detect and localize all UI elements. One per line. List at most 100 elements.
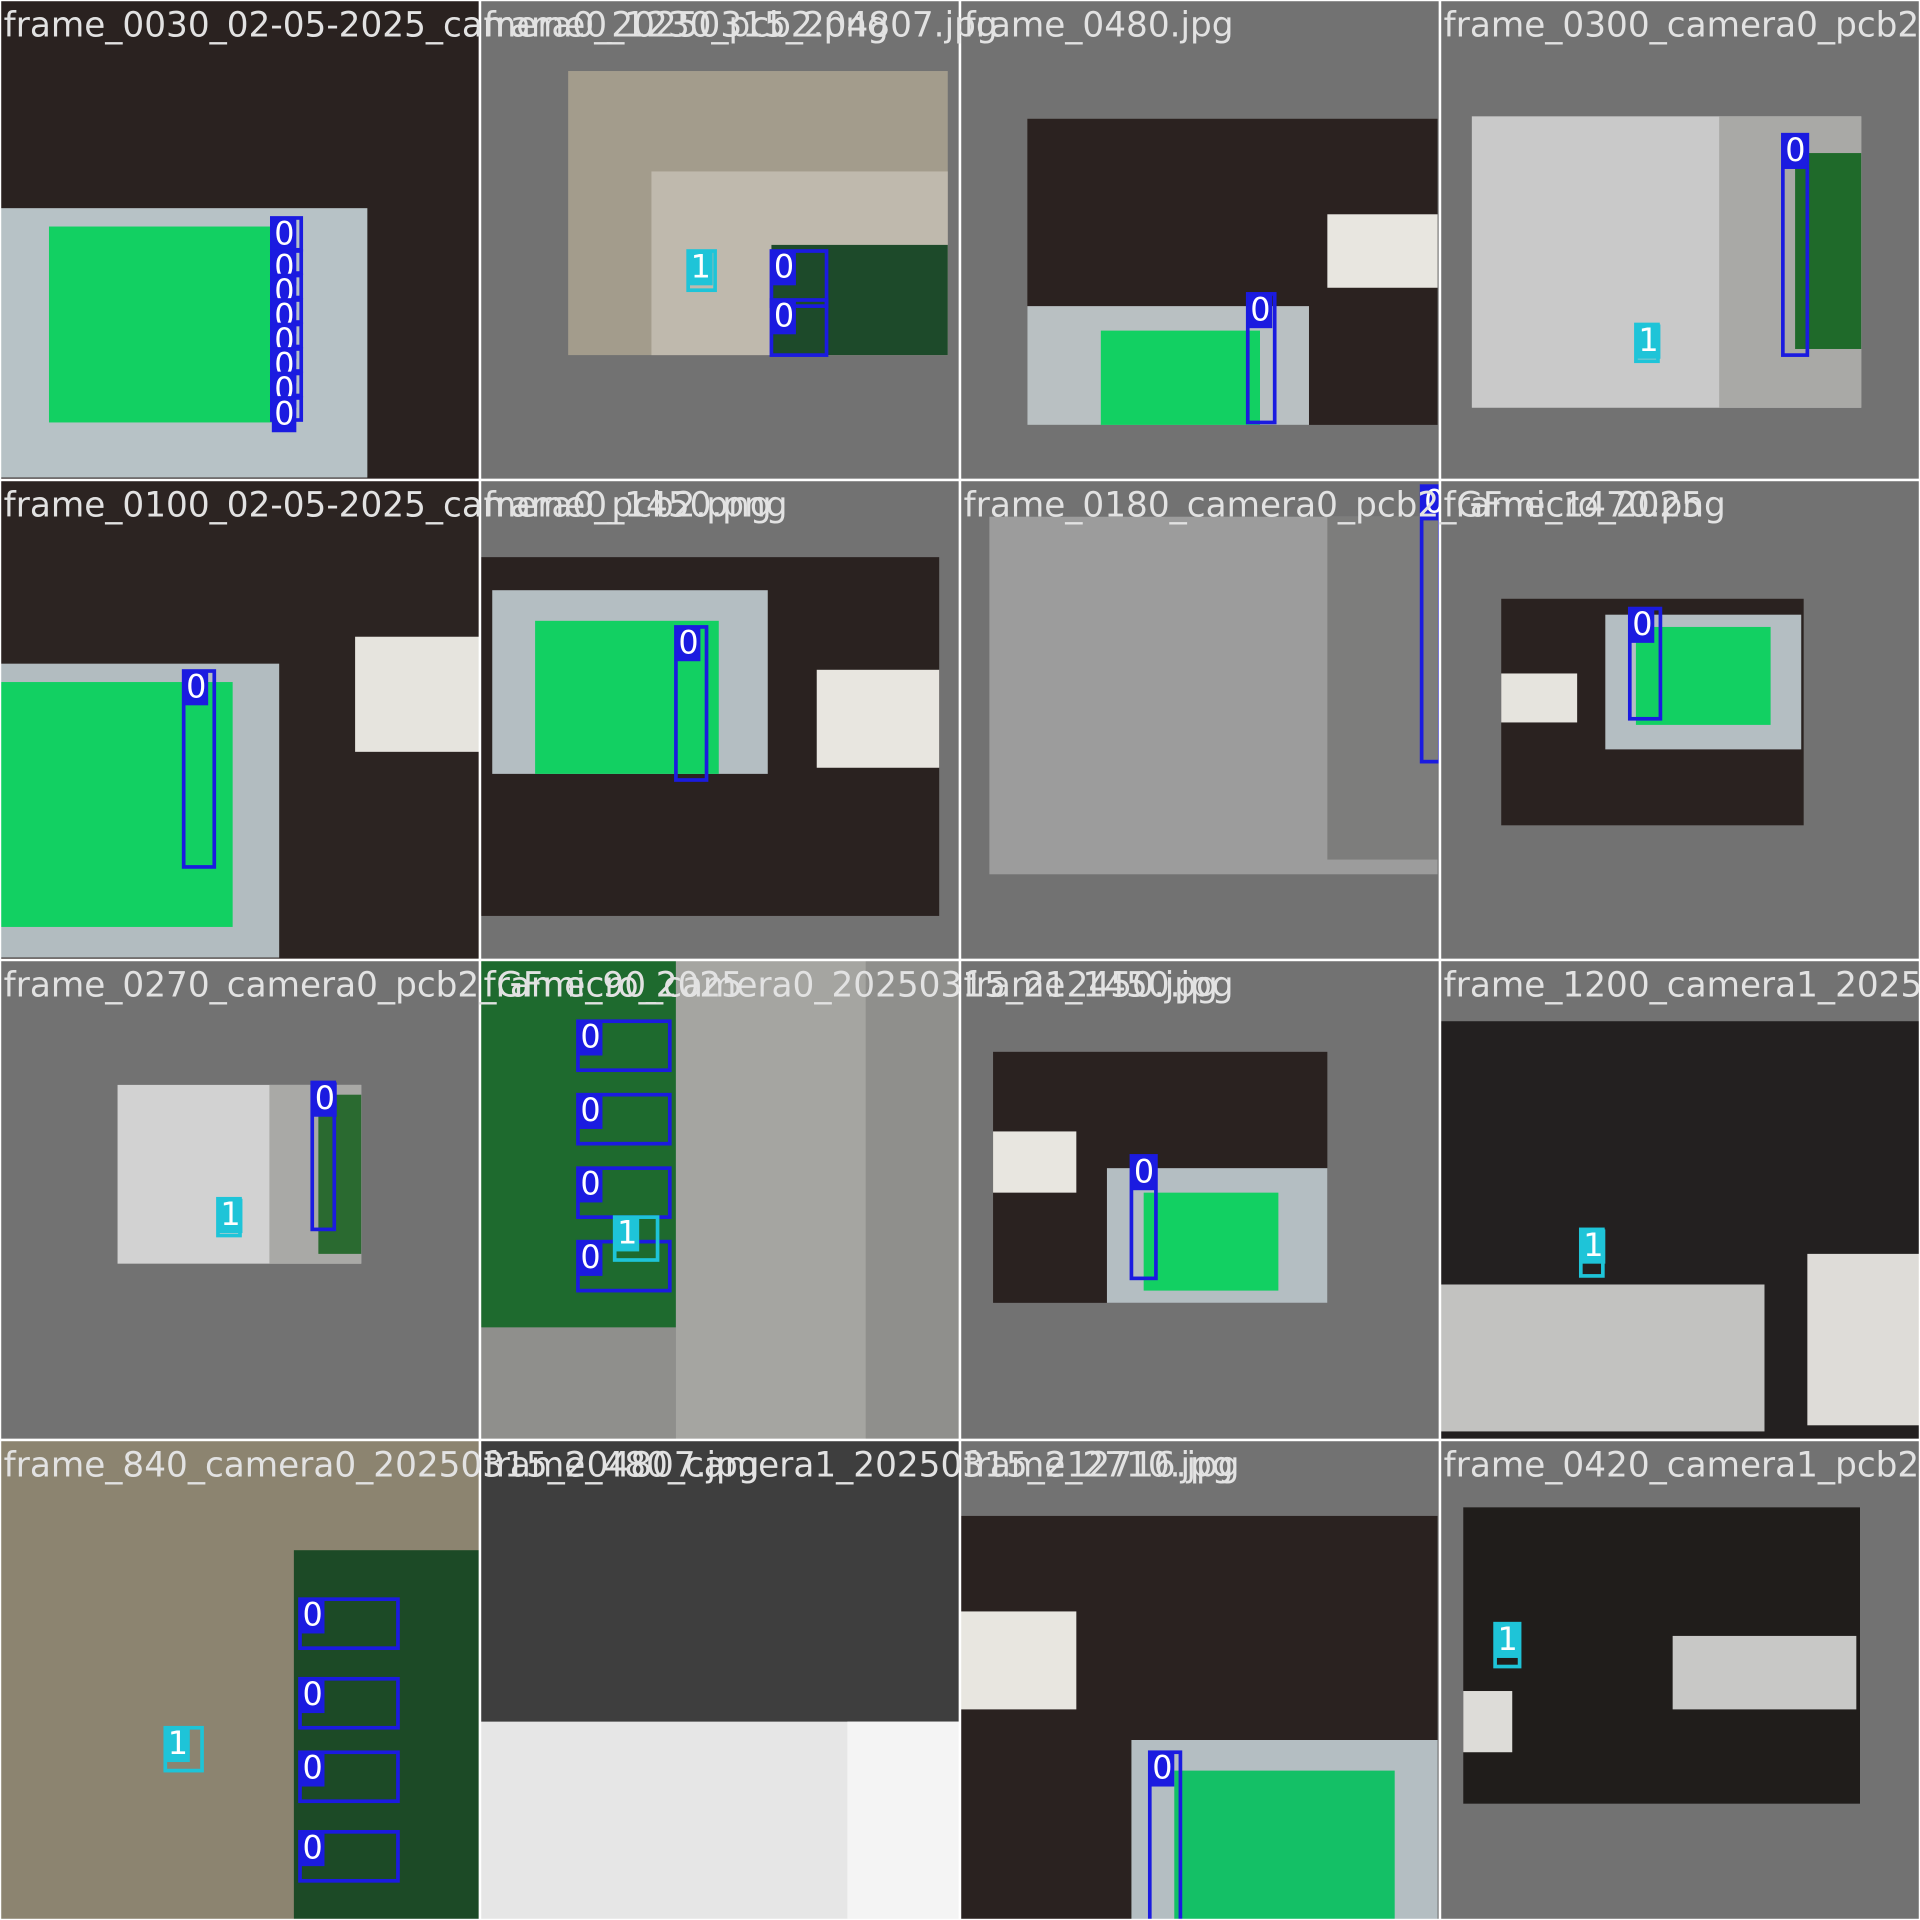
photo-detail bbox=[1501, 673, 1578, 723]
box-label-background bbox=[771, 300, 796, 335]
tile: 1 bbox=[1438, 958, 1920, 1442]
box-label-background bbox=[1247, 293, 1273, 329]
box-label-background bbox=[577, 1241, 603, 1276]
tile: 0 bbox=[0, 478, 482, 962]
photo-detail bbox=[675, 960, 866, 1440]
box-label-background bbox=[614, 1217, 640, 1252]
photo-detail bbox=[816, 669, 940, 768]
box-label-background bbox=[217, 1198, 243, 1234]
box-label: 0 bbox=[274, 394, 294, 432]
filename: frame_0100_02-05-2025_camera0_pcb2.png bbox=[4, 486, 772, 526]
box-label: 0 bbox=[774, 247, 794, 285]
box-label: 0 bbox=[580, 1091, 600, 1129]
box-label-background bbox=[165, 1727, 190, 1763]
photo-detail bbox=[1635, 626, 1771, 725]
photo-detail bbox=[960, 1611, 1077, 1710]
filename: frame_0030_02-05-2025_camera0_20250315_2… bbox=[4, 6, 998, 46]
filename: frame_1450.jpg bbox=[964, 966, 1234, 1006]
tile: 01 bbox=[0, 958, 482, 1442]
box-label-background bbox=[1580, 1229, 1606, 1264]
box-label-background bbox=[577, 1094, 603, 1129]
box-label-background bbox=[675, 626, 701, 662]
box-label: 0 bbox=[580, 1238, 600, 1276]
box-label: 0 bbox=[1134, 1152, 1154, 1190]
filename: frame0_1450.png bbox=[484, 486, 788, 526]
filename: frame_0480.jpg bbox=[964, 6, 1234, 46]
filename: frame_0420_camera1_pcb2.png bbox=[1444, 1446, 1920, 1486]
photo-detail bbox=[993, 1131, 1077, 1193]
tile bbox=[478, 1438, 962, 1920]
box-label: 0 bbox=[274, 214, 294, 252]
box-label-background bbox=[300, 1599, 325, 1634]
photo-detail bbox=[0, 682, 233, 927]
filename: frame_2710.jpg bbox=[964, 1446, 1234, 1486]
box-label: 0 bbox=[678, 623, 698, 661]
box-label-background bbox=[688, 251, 713, 286]
box-label: 0 bbox=[1250, 290, 1270, 328]
filename: frame_0300_camera0_pcb2.png bbox=[1444, 6, 1920, 46]
photo-detail bbox=[1463, 1691, 1513, 1753]
box-label-background bbox=[1629, 608, 1655, 643]
box-label: 0 bbox=[302, 1675, 322, 1713]
box-label: 0 bbox=[774, 296, 794, 334]
photo-detail bbox=[355, 636, 480, 752]
filename: frame_1200_camera1_20250315.jpg bbox=[1444, 966, 1920, 1006]
filenames: frame_0030_02-05-2025_camera0_20250315_2… bbox=[4, 6, 1920, 1486]
photo-detail bbox=[1327, 516, 1438, 860]
filename: frame_0270_camera0_pcb2_GFmicro_2025 bbox=[4, 966, 743, 1006]
box-label: 1 bbox=[1498, 1620, 1518, 1658]
box-label: 1 bbox=[691, 247, 711, 285]
photo-detail bbox=[318, 1094, 362, 1254]
box-label: 0 bbox=[1152, 1749, 1172, 1787]
box-label-background bbox=[300, 1752, 325, 1787]
photo-detail bbox=[48, 226, 276, 423]
photo-detail bbox=[1807, 1253, 1920, 1426]
box-label-background bbox=[183, 671, 209, 706]
box-label-background bbox=[577, 1168, 603, 1203]
box-label-background bbox=[312, 1082, 337, 1117]
box-label-background bbox=[577, 1021, 603, 1056]
box-label-background bbox=[1782, 134, 1808, 169]
photo-detail bbox=[1174, 1770, 1395, 1920]
filename: frame_840_camera0_20250315_204807.jpg bbox=[4, 1446, 760, 1486]
tile: 0 bbox=[1438, 478, 1920, 962]
box-label: 1 bbox=[617, 1214, 637, 1252]
box-label-background bbox=[1495, 1623, 1520, 1658]
box-label-background bbox=[271, 217, 297, 253]
filename: frame_1470.png bbox=[1444, 486, 1726, 526]
box-label-background bbox=[300, 1831, 325, 1867]
box-label-background bbox=[1131, 1155, 1156, 1191]
box-label: 0 bbox=[302, 1828, 322, 1866]
photo-detail bbox=[1795, 153, 1862, 349]
box-label: 0 bbox=[315, 1079, 335, 1117]
photo-detail bbox=[1327, 214, 1438, 288]
tile-border bbox=[1438, 1438, 1920, 1920]
box-label: 0 bbox=[302, 1596, 322, 1634]
filename: frame_480_camera1_20250315_212716.jpg bbox=[484, 1446, 1240, 1486]
box-label: 1 bbox=[220, 1195, 240, 1233]
box-label-background bbox=[1635, 324, 1661, 359]
tile: 01 bbox=[1438, 0, 1920, 482]
box-label-background bbox=[300, 1678, 325, 1714]
tile: 1 bbox=[1438, 1438, 1920, 1920]
photo-detail bbox=[1143, 1192, 1279, 1291]
box-label: 1 bbox=[168, 1724, 188, 1762]
box-label: 0 bbox=[1785, 131, 1805, 169]
tile: 0 bbox=[958, 1438, 1442, 1920]
photo-detail bbox=[1440, 1284, 1765, 1432]
filename: frame_0180_camera0_pcb2_GFmicro_2025 bbox=[964, 486, 1703, 526]
box-label: 1 bbox=[1638, 321, 1658, 359]
box-label: 0 bbox=[302, 1749, 322, 1787]
photo-detail bbox=[293, 1550, 480, 1920]
box-label: 0 bbox=[1632, 605, 1652, 643]
photo-detail bbox=[1100, 330, 1260, 425]
box-label-background bbox=[271, 397, 297, 433]
box-label-background bbox=[771, 251, 796, 286]
filename: frame_90_camera0_20250315_212450.jpg bbox=[484, 966, 1218, 1006]
tile: 0 bbox=[958, 958, 1442, 1442]
tile: 0 bbox=[958, 478, 1447, 962]
